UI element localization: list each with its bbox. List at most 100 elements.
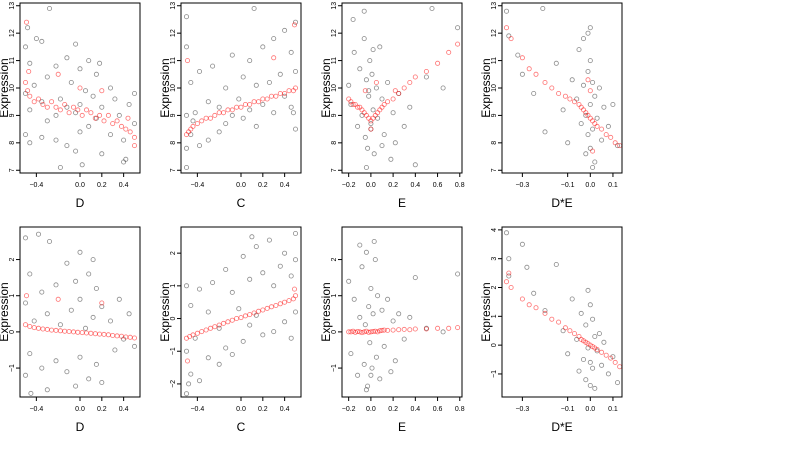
- observed-point: [27, 351, 33, 357]
- fitted-point: [348, 99, 354, 105]
- observed-point: [361, 361, 367, 367]
- observed-point: [440, 329, 446, 335]
- observed-point: [236, 306, 242, 312]
- observed-point: [576, 47, 582, 53]
- observed-point: [565, 351, 571, 357]
- x-tick-label: 0.8: [455, 182, 465, 189]
- fitted-point: [368, 118, 374, 124]
- y-tick-label: 7: [331, 168, 338, 172]
- fitted-point: [567, 328, 573, 334]
- observed-point: [379, 96, 385, 102]
- observed-point: [22, 372, 28, 378]
- observed-point: [205, 309, 211, 315]
- fitted-point: [359, 107, 365, 113]
- observed-point: [53, 358, 59, 364]
- observed-point: [377, 44, 383, 50]
- observed-point: [596, 85, 602, 91]
- fitted-point: [526, 66, 532, 72]
- fitted-point: [75, 107, 81, 113]
- observed-point: [22, 300, 28, 306]
- observed-point: [183, 348, 189, 354]
- observed-point: [27, 271, 33, 277]
- observed-point: [503, 8, 509, 14]
- observed-point: [260, 332, 266, 338]
- observed-point: [27, 107, 33, 113]
- fitted-point: [375, 110, 381, 116]
- observed-point: [362, 322, 368, 328]
- observed-point: [247, 58, 253, 64]
- fitted-point: [184, 58, 190, 64]
- observed-point: [385, 296, 391, 302]
- observed-point: [583, 377, 589, 383]
- observed-point: [542, 129, 548, 135]
- fitted-point: [542, 310, 548, 316]
- plot-frame: [341, 226, 463, 398]
- observed-point: [86, 123, 92, 129]
- observed-point: [253, 82, 259, 88]
- fitted-point: [216, 322, 222, 328]
- fitted-point: [101, 118, 107, 124]
- observed-point: [590, 80, 596, 86]
- observed-point: [385, 80, 391, 86]
- observed-point: [190, 118, 196, 124]
- observed-point: [277, 71, 283, 77]
- fitted-point: [255, 308, 261, 314]
- observed-point: [216, 129, 222, 135]
- y-tick-label: 8: [170, 141, 177, 145]
- observed-point: [379, 307, 385, 313]
- observed-point: [594, 115, 600, 121]
- fitted-point: [49, 99, 55, 105]
- observed-point: [585, 345, 591, 351]
- fitted-point: [66, 110, 72, 116]
- observed-point: [363, 387, 369, 393]
- observed-point: [569, 296, 575, 302]
- observed-point: [610, 102, 616, 108]
- fitted-point: [273, 302, 279, 308]
- observed-point: [123, 156, 129, 162]
- observed-point: [379, 143, 385, 149]
- x-tick-label: −0.4: [190, 406, 204, 413]
- points-layer: [183, 230, 298, 397]
- x-tick-label: −0.1: [561, 182, 575, 189]
- observed-point: [357, 66, 363, 72]
- observed-point: [39, 365, 45, 371]
- observed-point: [39, 289, 45, 295]
- observed-point: [282, 27, 288, 33]
- x-tick-label: 0.2: [388, 182, 398, 189]
- observed-point: [560, 328, 566, 334]
- fitted-point: [359, 330, 365, 336]
- observed-point: [553, 261, 559, 267]
- observed-point: [229, 351, 235, 357]
- observed-point: [68, 307, 74, 313]
- observed-point: [371, 238, 377, 244]
- observed-point: [359, 264, 365, 270]
- fitted-point: [190, 332, 196, 338]
- fitted-point: [612, 140, 618, 146]
- x-tick-label: 0.0: [585, 406, 595, 413]
- observed-point: [73, 278, 79, 284]
- observed-point: [240, 115, 246, 121]
- observed-point: [64, 369, 70, 375]
- fitted-point: [229, 107, 235, 113]
- fitted-point: [587, 115, 593, 121]
- observed-point: [390, 110, 396, 116]
- observed-point: [223, 345, 229, 351]
- observed-point: [121, 159, 127, 165]
- fitted-point: [390, 327, 396, 333]
- fitted-point: [71, 104, 77, 110]
- fitted-point: [238, 315, 244, 321]
- fitted-point: [88, 330, 94, 336]
- observed-point: [64, 55, 70, 61]
- fitted-point: [194, 330, 200, 336]
- fitted-point: [390, 96, 396, 102]
- observed-point: [73, 41, 79, 47]
- y-tick-label: 0: [170, 316, 177, 320]
- observed-point: [369, 71, 375, 77]
- observed-point: [183, 112, 189, 118]
- observed-point: [240, 338, 246, 344]
- fitted-point: [590, 118, 596, 124]
- observed-point: [346, 278, 352, 284]
- observed-point: [292, 230, 298, 236]
- x-axis-label: D*E: [551, 196, 572, 210]
- observed-point: [375, 293, 381, 299]
